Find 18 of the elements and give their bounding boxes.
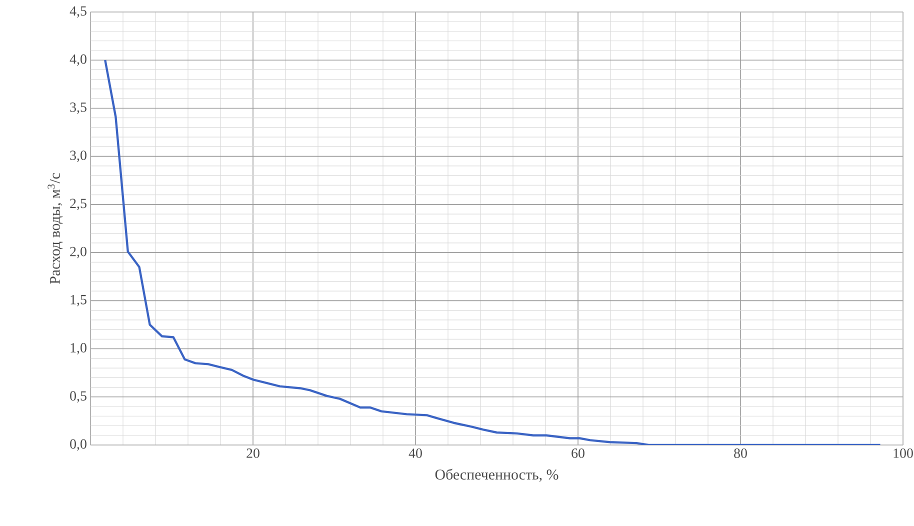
x-tick-label: 100 bbox=[894, 448, 913, 458]
x-tick-label: 80 bbox=[734, 448, 747, 458]
x-tick-label: 40 bbox=[408, 448, 422, 458]
y-tick-label: 3,5 bbox=[70, 102, 86, 114]
x-axis-title: Обеспеченность, % bbox=[435, 468, 558, 482]
y-tick-label: 0,0 bbox=[70, 439, 86, 451]
y-tick-label: 1,0 bbox=[70, 343, 86, 354]
y-tick-label: 0,5 bbox=[70, 391, 86, 403]
y-tick-label: 2,5 bbox=[70, 198, 86, 210]
y-tick-label: 1,5 bbox=[70, 294, 86, 306]
x-tick-label: 20 bbox=[246, 448, 260, 458]
y-tick-label: 3,0 bbox=[70, 150, 86, 162]
y-tick-label: 2,0 bbox=[70, 246, 86, 258]
line-series bbox=[104, 59, 882, 445]
x-tick-label: 60 bbox=[572, 448, 584, 458]
y-tick-label: 4,5 bbox=[70, 6, 86, 18]
y-tick-label: 4,0 bbox=[70, 54, 86, 66]
y-axis-title: Расход воды, м$^{3}$/с bbox=[48, 173, 63, 284]
